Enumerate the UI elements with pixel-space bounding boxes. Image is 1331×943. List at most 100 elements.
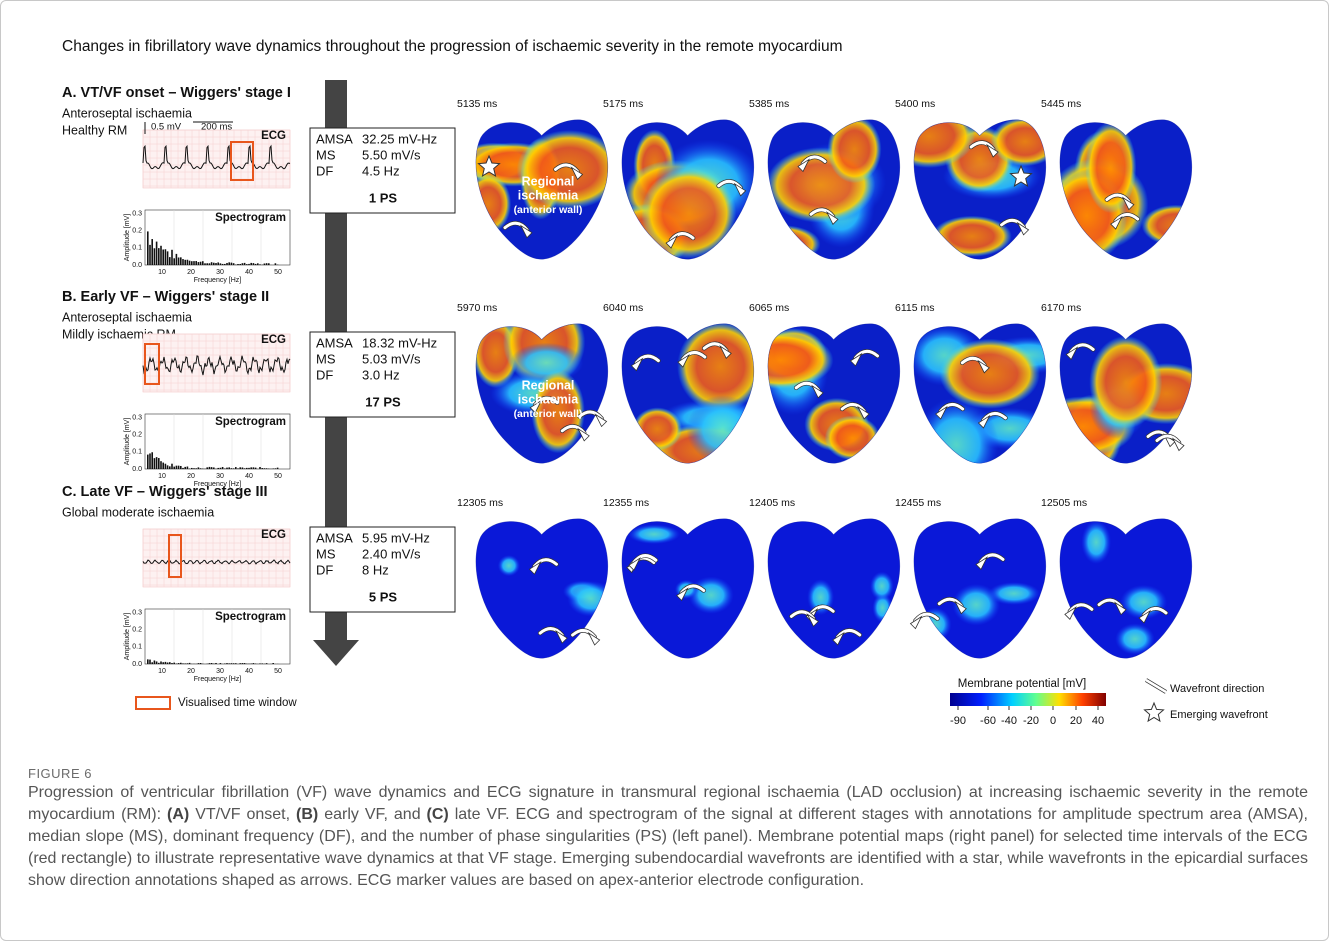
spectrogram-bar <box>233 263 235 265</box>
potential-map <box>1031 308 1215 478</box>
spectrogram-bar <box>202 261 204 265</box>
potential-map <box>755 503 915 673</box>
spectrogram-bar <box>217 262 219 265</box>
spectrogram-x-tick: 10 <box>158 473 166 480</box>
map-blob <box>633 407 682 450</box>
metric-value: 18.32 mV-Hz <box>362 335 437 350</box>
spectrogram-bar <box>259 264 261 265</box>
spectrogram-bar <box>248 468 250 469</box>
spectrogram-bar <box>147 455 149 469</box>
spectrogram-bar <box>162 250 164 265</box>
spectrogram-bar <box>235 663 237 664</box>
spectrogram-bar <box>277 468 279 469</box>
spectrogram-bar <box>154 660 156 664</box>
map-blob <box>744 225 820 263</box>
caption-panel-ref: (B) <box>296 806 318 823</box>
frame-time: 6115 ms <box>895 302 935 314</box>
region-annotation: Regional <box>522 378 575 392</box>
spectrogram-bar <box>211 262 213 265</box>
spectrogram-bar <box>264 263 266 265</box>
spectrogram-bar <box>173 663 175 664</box>
spectrogram-bar <box>259 663 261 664</box>
spectrogram-bar <box>231 663 233 664</box>
spectrogram-x-tick: 50 <box>274 269 282 276</box>
metric-name: AMSA <box>316 335 353 350</box>
map-blob <box>870 572 894 601</box>
spectrogram-bar <box>189 261 191 265</box>
spectrogram-y-tick: 0.1 <box>132 449 142 456</box>
spectrogram-bar <box>235 467 237 469</box>
spectrogram-bar <box>253 263 255 265</box>
map-blob <box>1115 623 1155 654</box>
metric-name: AMSA <box>316 131 353 146</box>
spectrogram-bar <box>266 468 268 469</box>
spectrogram-bar <box>242 467 244 469</box>
caption-text: VT/VF onset, <box>189 806 296 823</box>
wavefront-key <box>1146 680 1166 692</box>
spectrogram-bar <box>226 663 228 664</box>
spectrogram-y-tick: 0.3 <box>132 414 142 421</box>
spectrogram-y-label: Amplitude [mV] <box>124 613 131 661</box>
region-annotation: (anterior wall) <box>514 204 583 216</box>
spectrogram-bar <box>220 263 222 265</box>
spectrogram-bar <box>220 663 222 664</box>
potential-map <box>1046 104 1210 274</box>
ecg-label: ECG <box>261 130 286 142</box>
spectrogram-bar <box>272 663 274 664</box>
spectrogram-bar <box>180 257 182 265</box>
region-annotation: ischaemia <box>518 392 580 406</box>
spectrogram-bar <box>215 263 217 265</box>
metric-value: 5.50 mV/s <box>362 147 421 162</box>
spectrogram-title: Spectrogram <box>215 416 286 428</box>
spectrogram-bar <box>220 468 222 469</box>
spectrogram-bar <box>193 468 195 469</box>
spectrogram-bar <box>224 663 226 664</box>
panel-description: Anteroseptal ischaemia <box>62 310 192 324</box>
frame-time: 12305 ms <box>457 497 503 509</box>
panel-heading: C. Late VF – Wiggers' stage III <box>62 484 268 500</box>
frame-time: 6040 ms <box>603 302 643 314</box>
spectrogram-x-tick: 40 <box>245 269 253 276</box>
frame-time: 12355 ms <box>603 497 649 509</box>
time-window-label: Visualised time window <box>178 697 297 709</box>
spectrogram-x-tick: 50 <box>274 668 282 675</box>
frame-time: 12405 ms <box>749 497 795 509</box>
colorbar-tick: 0 <box>1050 715 1056 727</box>
page: { "figure_title": "Changes in fibrillato… <box>0 0 1331 943</box>
panel-description: Global moderate ischaemia <box>62 505 214 519</box>
metric-value: 8 Hz <box>362 562 389 577</box>
colorbar <box>950 693 1106 706</box>
panel-description: Anteroseptal ischaemia <box>62 106 192 120</box>
emerging-key <box>1145 703 1164 721</box>
region-annotation: (anterior wall) <box>514 408 583 420</box>
spectrogram-bar <box>198 467 200 469</box>
metric-value: 32.25 mV-Hz <box>362 131 437 146</box>
map-blob <box>940 339 1040 409</box>
spectrogram-x-label: Frequency [Hz] <box>194 676 242 683</box>
spectrogram-bar <box>162 662 164 664</box>
spectrogram-bar <box>193 261 195 265</box>
caption-panel-ref: (C) <box>427 806 449 823</box>
ecg-scale-label: 200 ms <box>201 122 232 133</box>
time-window-key <box>136 697 170 709</box>
colorbar-tick: 40 <box>1092 715 1104 727</box>
spectrogram-bar <box>187 467 189 469</box>
spectrogram-bar <box>165 249 167 265</box>
spectrogram-x-tick: 50 <box>274 473 282 480</box>
spectrogram-bar <box>165 662 167 664</box>
spectrogram-bar <box>187 260 189 265</box>
spectrogram-bar <box>156 457 158 469</box>
spectrogram-bar <box>237 264 239 265</box>
spectrogram-x-tick: 30 <box>216 473 224 480</box>
spectrogram-bar <box>228 262 230 265</box>
spectrogram-bar <box>250 663 252 664</box>
spectrogram-bar <box>248 264 250 265</box>
spectrogram-bar <box>156 661 158 664</box>
potential-map <box>883 104 1061 274</box>
spectrogram-bar <box>253 663 255 664</box>
spectrogram-bar <box>149 453 151 469</box>
spectrogram-bar <box>160 461 162 469</box>
spectrogram-bar <box>231 468 233 469</box>
spectrogram-bar <box>198 663 200 664</box>
spectrogram-bar <box>239 467 241 469</box>
